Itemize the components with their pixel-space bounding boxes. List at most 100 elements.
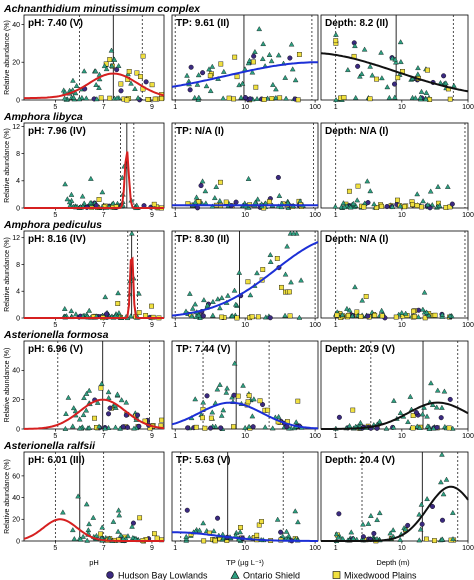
point-ontario-shield (405, 419, 411, 424)
panel-ph: 0 4 8 12 5 7 9 pH: 8.16 (IV) (12, 230, 165, 329)
point-mixedwood-plains (98, 385, 104, 391)
point-mixedwood-plains (443, 205, 449, 210)
response-curve (24, 72, 165, 100)
response-curve (171, 401, 319, 430)
point-mixedwood-plains (346, 188, 352, 194)
point-mixedwood-plains (374, 205, 379, 211)
point-ontario-shield (86, 387, 93, 393)
point-hudson-bay-lowlands (125, 424, 131, 430)
point-ontario-shield (349, 313, 356, 318)
point-ontario-shield (273, 94, 279, 100)
point-ontario-shield (254, 196, 261, 202)
point-mixedwood-plains (446, 425, 452, 431)
panel-tp: 1 10 100 TP: 9.61 (II) (171, 14, 321, 111)
point-ontario-shield (346, 307, 353, 313)
point-ontario-shield (282, 312, 288, 318)
point-ontario-shield (278, 204, 285, 210)
point-ontario-shield (63, 410, 69, 416)
point-ontario-shield (192, 199, 199, 205)
point-ontario-shield (105, 389, 112, 395)
stat-label-ph: pH: 8.16 (IV) (28, 234, 86, 245)
point-ontario-shield (424, 202, 431, 207)
y-tick-label: 8 (16, 262, 20, 269)
x-axis-title-depth: Depth (m) (376, 558, 410, 567)
point-ontario-shield (196, 527, 203, 533)
point-ontario-shield (99, 524, 106, 530)
x-axis-title-tp: TP (µg L⁻¹) (226, 558, 264, 567)
point-ontario-shield (61, 305, 68, 311)
point-ontario-shield (296, 314, 303, 320)
point-ontario-shield (203, 83, 210, 89)
point-ontario-shield (237, 529, 243, 535)
point-ontario-shield (93, 532, 100, 538)
point-mixedwood-plains (410, 425, 416, 431)
x-tick-label: 100 (462, 433, 474, 440)
taxon-title: Asterionella ralfsii (3, 440, 96, 452)
point-mixedwood-plains (266, 199, 272, 205)
legend-label-ontario-shield: Ontario Shield (243, 571, 300, 580)
x-tick-label: 5 (53, 322, 57, 329)
point-ontario-shield (345, 67, 351, 72)
point-ontario-shield (391, 397, 397, 403)
point-hudson-bay-lowlands (439, 517, 445, 523)
point-ontario-shield (191, 94, 198, 100)
point-ontario-shield (376, 418, 383, 424)
x-tick-label: 5 (53, 104, 57, 111)
point-hudson-bay-lowlands (247, 96, 253, 102)
point-ontario-shield (418, 501, 425, 507)
x-tick-label: 7 (102, 322, 106, 329)
panel-frame (23, 230, 165, 319)
point-ontario-shield (210, 312, 216, 318)
point-hudson-bay-lowlands (104, 311, 110, 317)
point-mixedwood-plains (107, 57, 113, 62)
point-hudson-bay-lowlands (231, 392, 237, 398)
legend-label-hudson-bay-lowlands: Hudson Bay Lowlands (118, 571, 208, 580)
stat-label-depth: Depth: 20.9 (V) (325, 344, 395, 355)
point-ontario-shield (361, 46, 368, 52)
point-ontario-shield (60, 509, 66, 515)
point-ontario-shield (79, 193, 86, 199)
point-mixedwood-plains (393, 314, 399, 320)
point-hudson-bay-lowlands (267, 315, 273, 321)
point-mixedwood-plains (98, 95, 104, 101)
point-ontario-shield (417, 94, 424, 100)
point-ontario-shield (218, 412, 225, 418)
panel-ph: 0 20 40 5 7 9 pH: 6.96 (V) (12, 340, 165, 440)
point-ontario-shield (440, 491, 447, 497)
stat-label-ph: pH: 6.96 (V) (28, 344, 83, 355)
x-tick-label: 1 (334, 433, 338, 440)
point-mixedwood-plains (92, 415, 97, 421)
point-ontario-shield (416, 424, 423, 430)
point-ontario-shield (447, 313, 453, 319)
point-ontario-shield (268, 58, 275, 64)
stat-label-depth: Depth: 20.4 (V) (325, 455, 395, 466)
point-ontario-shield (217, 381, 223, 387)
y-axis-label: Relative abundance (%) (4, 20, 11, 95)
point-mixedwood-plains (259, 519, 264, 524)
panel-tp: 1 10 100 TP: 5.63 (V) (171, 451, 321, 552)
point-ontario-shield (129, 523, 135, 529)
point-ontario-shield (76, 96, 83, 102)
point-mixedwood-plains (261, 97, 267, 102)
x-tick-label: 100 (462, 545, 474, 552)
point-ontario-shield (211, 528, 217, 534)
point-ontario-shield (289, 66, 296, 72)
point-ontario-shield (94, 399, 101, 405)
x-axis-titles: pH TP (µg L⁻¹) Depth (m) (89, 558, 410, 567)
point-mixedwood-plains (287, 313, 293, 319)
point-mixedwood-plains (274, 256, 280, 261)
point-ontario-shield (61, 95, 68, 101)
point-ontario-shield (416, 511, 422, 517)
x-tick-label: 9 (150, 433, 154, 440)
point-mixedwood-plains (245, 399, 251, 405)
point-ontario-shield (391, 94, 398, 100)
x-tick-label: 1 (173, 322, 177, 329)
point-ontario-shield (217, 305, 223, 311)
panel-frame (23, 122, 165, 209)
point-ontario-shield (123, 399, 130, 405)
point-ontario-shield (423, 96, 429, 102)
point-ontario-shield (204, 302, 211, 308)
point-ontario-shield (292, 77, 299, 83)
point-ontario-shield (195, 94, 202, 100)
point-mixedwood-plains (149, 82, 155, 88)
